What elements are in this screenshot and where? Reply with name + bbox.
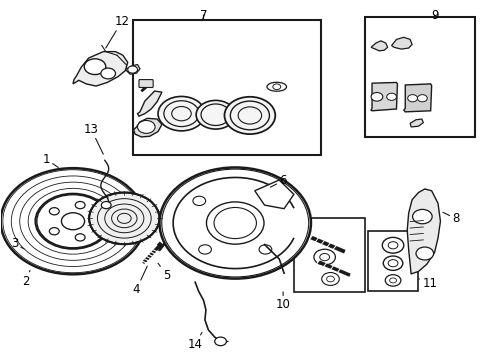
Polygon shape [392,37,412,49]
Circle shape [75,234,85,241]
Circle shape [138,121,155,134]
Circle shape [371,93,383,101]
Text: 7: 7 [200,9,207,22]
Circle shape [416,247,434,260]
Circle shape [385,275,401,286]
Text: 14: 14 [188,332,203,351]
Circle shape [128,66,138,73]
Circle shape [198,245,211,254]
Circle shape [215,337,226,346]
FancyBboxPatch shape [294,218,365,292]
Text: 2: 2 [23,270,30,288]
Circle shape [417,95,427,102]
FancyBboxPatch shape [368,231,418,291]
Circle shape [49,208,59,215]
Circle shape [314,249,335,265]
Circle shape [159,167,311,279]
Polygon shape [371,41,388,51]
FancyBboxPatch shape [139,80,153,87]
Text: 11: 11 [418,278,437,291]
Text: 12: 12 [106,15,129,48]
Circle shape [265,196,277,206]
Polygon shape [407,189,441,274]
Text: 3: 3 [11,237,24,250]
Polygon shape [371,82,397,111]
Circle shape [382,237,404,253]
Circle shape [193,196,206,206]
Circle shape [35,194,111,249]
Circle shape [196,100,235,129]
Polygon shape [73,51,128,86]
Circle shape [413,210,432,224]
Text: 4: 4 [133,266,147,296]
Text: 6: 6 [270,174,287,187]
Polygon shape [404,84,432,112]
Circle shape [224,97,275,134]
Circle shape [49,228,59,235]
Polygon shape [410,119,423,127]
Circle shape [89,193,159,244]
Polygon shape [138,91,162,116]
Text: 8: 8 [443,212,460,225]
Text: 13: 13 [84,122,103,154]
Circle shape [101,68,116,79]
Circle shape [322,273,339,285]
Circle shape [383,256,403,270]
Polygon shape [134,118,162,137]
Polygon shape [173,177,294,269]
Circle shape [75,202,85,209]
Polygon shape [125,64,140,74]
Text: 1: 1 [43,153,58,167]
Circle shape [259,245,272,254]
Circle shape [101,202,111,209]
Text: 5: 5 [158,263,171,282]
Circle shape [158,96,205,131]
Circle shape [408,95,417,102]
Polygon shape [255,180,294,209]
Text: 9: 9 [431,9,439,22]
FancyBboxPatch shape [133,21,321,155]
Circle shape [84,59,106,75]
FancyBboxPatch shape [365,17,475,137]
Circle shape [91,218,101,225]
Text: 10: 10 [276,292,291,311]
Circle shape [0,168,146,274]
Circle shape [387,93,396,100]
